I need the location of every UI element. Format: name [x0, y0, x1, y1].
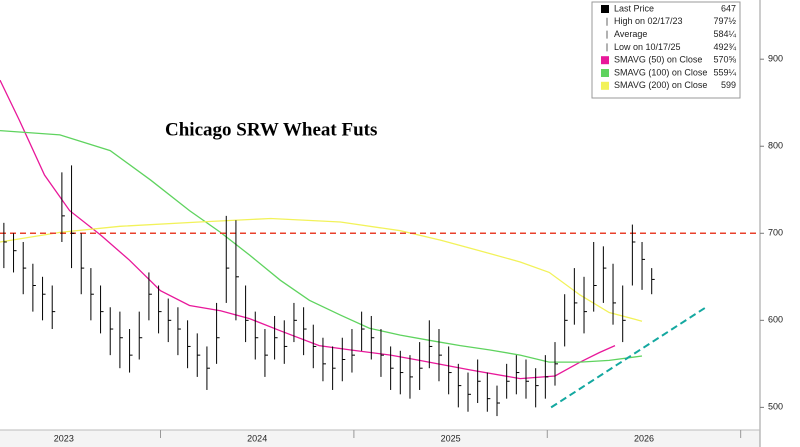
legend-swatch [601, 5, 609, 13]
legend-label: Low on 10/17/25 [614, 42, 681, 52]
ma-line [0, 217, 643, 322]
legend-box [591, 1, 741, 99]
ma-line [0, 79, 616, 380]
x-tick-label: 2026 [634, 433, 654, 443]
legend-label: SMAVG (100) on Close [614, 67, 707, 77]
y-tick-label: 600 [768, 315, 783, 325]
legend-label: Last Price [614, 3, 654, 13]
y-tick-label: 500 [768, 402, 783, 412]
y-tick-label: 900 [768, 54, 783, 64]
y-tick-label: 700 [768, 228, 783, 238]
legend-label: SMAVG (50) on Close [614, 55, 702, 65]
legend-label: SMAVG (200) on Close [614, 80, 707, 90]
x-tick-label: 2025 [441, 433, 461, 443]
legend-value: 584¼ [713, 29, 736, 39]
legend-label: Average [614, 29, 647, 39]
legend-value: 797½ [713, 16, 736, 26]
legend-swatch [601, 69, 609, 77]
x-axis-strip [0, 430, 760, 447]
legend: Last Price 647 High on 02/17/23 797½ Average… [591, 1, 741, 99]
legend-value: 599 [721, 80, 736, 90]
x-tick-label: 2023 [54, 433, 74, 443]
legend-swatch [601, 81, 609, 90]
legend-value: 570⅝ [713, 55, 736, 65]
legend-value: 559¼ [713, 67, 736, 77]
trend-line [550, 306, 707, 409]
legend-value: 492¾ [713, 42, 736, 52]
legend-value: 647 [721, 3, 736, 13]
chart-title: Chicago SRW Wheat Futs [165, 119, 377, 140]
ma-line [0, 129, 643, 363]
legend-label: High on 02/17/23 [614, 16, 683, 26]
legend-swatch [601, 56, 609, 65]
x-tick-label: 2024 [247, 433, 267, 443]
y-tick-label: 800 [768, 141, 783, 151]
